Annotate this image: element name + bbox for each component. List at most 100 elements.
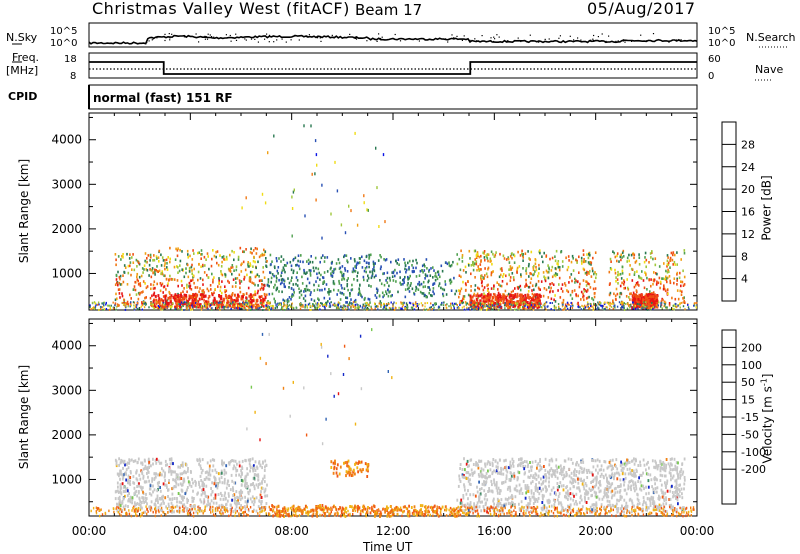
power-cell (666, 271, 669, 274)
power-cell-ground (347, 306, 349, 309)
power-cell (376, 305, 378, 308)
power-cell-ground (311, 305, 314, 308)
power-cell (632, 291, 635, 295)
power-cell-strong (152, 293, 155, 297)
nsky-point (156, 37, 158, 39)
velocity-cell (200, 479, 203, 482)
power-cell-ground (356, 307, 358, 309)
power-cell (487, 253, 490, 256)
velocity-cell (183, 496, 185, 500)
velocity-cell (119, 501, 122, 505)
power-cell-ground (392, 306, 394, 309)
nsky-point (207, 33, 209, 35)
power-cell (287, 299, 290, 303)
power-cell-ground (223, 301, 225, 304)
power-cell (497, 288, 499, 291)
power-cell-ground (383, 306, 385, 309)
power-cell (163, 264, 166, 268)
power-cell (309, 272, 312, 275)
power-cell-strong (213, 302, 216, 306)
power-cell (275, 274, 277, 278)
velocity-cell (347, 459, 350, 463)
power-cell-strong (473, 301, 476, 305)
power-cell (419, 269, 422, 273)
power-cell (620, 258, 622, 262)
velocity-cell (207, 473, 210, 477)
power-cell (252, 259, 255, 263)
nsky-point (490, 37, 492, 39)
velocity-cell (264, 459, 267, 463)
power-cell (655, 272, 657, 275)
power-cell-ground (605, 306, 607, 309)
nsky-point (496, 34, 498, 36)
velocity-cell (116, 502, 118, 506)
velocity-cell (258, 461, 260, 465)
velocity-cell (451, 508, 454, 512)
power-cell (477, 296, 479, 300)
power-cell (327, 291, 329, 294)
power-cell (328, 305, 331, 308)
power-cell (140, 274, 143, 278)
power-cell-ground (553, 307, 556, 310)
velocity-cell (261, 487, 264, 491)
velocity-cell (159, 486, 161, 489)
power-cell (667, 261, 670, 265)
power-cell (365, 255, 368, 259)
power-cell-ground (274, 301, 276, 304)
power-cell (353, 258, 356, 261)
velocity-cell (437, 514, 440, 518)
power-cell (464, 301, 467, 304)
power-cell-ground (215, 304, 217, 307)
power-cell-ground (102, 308, 104, 311)
power-cell (133, 285, 136, 288)
power-cell (636, 281, 639, 284)
velocity-cell (175, 481, 178, 485)
power-cell-ground (488, 304, 491, 307)
power-cell-strong (499, 298, 502, 302)
power-cell (592, 256, 594, 260)
velocity-cell (225, 464, 228, 468)
power-cell (508, 268, 510, 271)
power-cell-strong (509, 301, 512, 304)
power-cell (486, 257, 489, 260)
power-cell-ground (219, 305, 221, 308)
power-cell-ground (581, 304, 583, 307)
power-cell (651, 250, 653, 253)
power-cell (407, 261, 409, 265)
power-cell-ground (337, 306, 339, 309)
velocity-cell (154, 472, 156, 476)
power-cell-ground (340, 305, 342, 308)
power-cell (390, 294, 392, 298)
power-cell (143, 264, 146, 267)
velocity-cell (186, 488, 188, 492)
velocity-cell (172, 486, 175, 490)
power-cell-ground (319, 304, 321, 307)
power-cell-sparse (354, 131, 356, 135)
nsky-point (506, 40, 508, 42)
power-cell (557, 265, 560, 269)
power-cell-ground (543, 303, 546, 306)
power-cell-strong (498, 303, 501, 307)
power-cell (368, 253, 370, 257)
power-cell-strong (211, 293, 214, 297)
velocity-cell (459, 513, 462, 517)
power-cell-strong (640, 293, 643, 297)
power-cell (221, 256, 224, 259)
power-cell (280, 271, 283, 274)
velocity-cell (181, 489, 184, 493)
power-cell (251, 281, 253, 285)
power-cell (458, 292, 461, 295)
velocity-cell (222, 461, 225, 465)
velocity-cell (208, 470, 211, 474)
power-cell-ground (463, 308, 466, 311)
power-cell (527, 264, 530, 268)
power-cell (355, 266, 357, 269)
power-cell-ground (509, 303, 512, 306)
power-cell-ground (400, 301, 402, 304)
velocity-cell (120, 492, 123, 496)
power-cell (428, 268, 431, 272)
power-cell-ground (219, 301, 221, 304)
power-cell (361, 255, 363, 259)
power-cell-strong (228, 304, 231, 308)
velocity-cell (194, 479, 196, 483)
